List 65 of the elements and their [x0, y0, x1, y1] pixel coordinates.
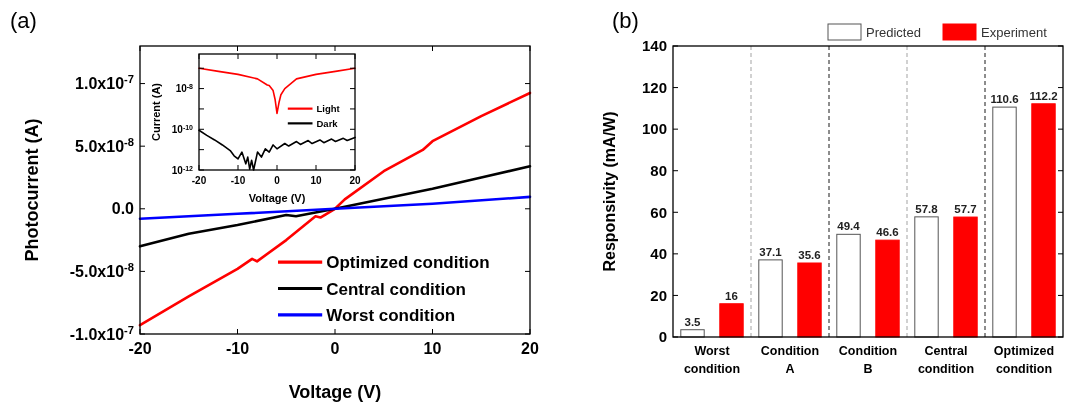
legend-label: Optimized condition — [326, 253, 490, 273]
chart-title: (b) — [612, 8, 639, 33]
x-tick-label: Optimized condition — [993, 344, 1055, 376]
y-tick-label: 5.0x10$^{-8}$ — [75, 135, 134, 155]
data-label: 37.1 — [759, 245, 783, 258]
x-tick-label: 10 — [310, 175, 322, 186]
x-tick-label: Central condition — [917, 344, 975, 376]
y-tick-label: 0 — [658, 328, 667, 346]
data-label: 46.6 — [876, 226, 899, 239]
bar — [719, 303, 744, 338]
y-tick-label: 20 — [650, 286, 667, 304]
legend-label: Central condition — [326, 279, 466, 299]
bar — [953, 216, 978, 338]
x-tick-label: -10 — [225, 340, 250, 357]
legend-label: Dark — [316, 117, 339, 129]
x-tick-label: 0 — [274, 175, 281, 186]
bar — [797, 262, 822, 338]
x-tick-label: -20 — [128, 340, 152, 357]
data-label: 16 — [725, 289, 738, 302]
y-tick-label: 10$^{-10}$ — [171, 123, 194, 135]
bar — [758, 259, 783, 338]
legend-label: Experiment — [981, 25, 1048, 40]
x-axis-title: Voltage (V) — [288, 382, 382, 402]
legend-label: Worst condition — [326, 305, 456, 325]
line-series — [138, 195, 532, 221]
data-label: 57.8 — [915, 202, 939, 215]
legend-label: Light — [316, 103, 341, 115]
bar — [875, 239, 900, 338]
legend-label: Predicted — [866, 25, 921, 40]
y-tick-label: 0.0 — [111, 200, 135, 218]
y-axis-title: Responsivity (mA/W) — [601, 111, 618, 272]
y-tick-label: 100 — [641, 120, 667, 138]
x-tick-label: -10 — [230, 175, 246, 186]
y-tick-label: 60 — [650, 203, 667, 221]
y-tick-label: -5.0x10$^{-8}$ — [69, 260, 134, 280]
bar — [914, 216, 939, 338]
chart-title: (a) — [10, 8, 37, 33]
y-tick-label: 80 — [650, 161, 667, 179]
y-axis-title: Photocurrent (A) — [22, 118, 42, 262]
y-axis-title: Current (A) — [150, 82, 162, 142]
y-tick-label: -1.0x10$^{-7}$ — [69, 323, 134, 343]
x-tick-label: Condition A — [760, 344, 820, 376]
x-tick-label: 10 — [423, 340, 442, 357]
bar — [1031, 103, 1056, 338]
data-label: 3.5 — [684, 315, 702, 328]
y-tick-label: 1.0x10$^{-7}$ — [75, 73, 134, 93]
x-tick-label: 20 — [349, 175, 361, 186]
bar — [836, 233, 861, 338]
y-tick-label: 40 — [650, 245, 667, 263]
y-tick-label: 10$^{-12}$ — [171, 164, 194, 176]
bar — [992, 106, 1017, 338]
x-tick-label: Condition B — [838, 344, 898, 376]
x-tick-label: 0 — [330, 340, 340, 357]
data-label: 110.6 — [990, 93, 1019, 106]
y-tick-label: 140 — [641, 37, 667, 55]
data-label: 112.2 — [1029, 89, 1058, 102]
y-tick-label: 10$^{-8}$ — [175, 82, 194, 95]
y-tick-label: 120 — [641, 78, 667, 96]
x-tick-label: Worst condition — [683, 344, 741, 376]
x-tick-label: 20 — [521, 340, 539, 357]
data-label: 57.7 — [954, 203, 977, 216]
x-tick-label: -20 — [191, 175, 207, 186]
x-axis-title: Voltage (V) — [248, 192, 306, 204]
data-label: 49.4 — [837, 220, 861, 233]
data-label: 35.6 — [798, 249, 821, 261]
